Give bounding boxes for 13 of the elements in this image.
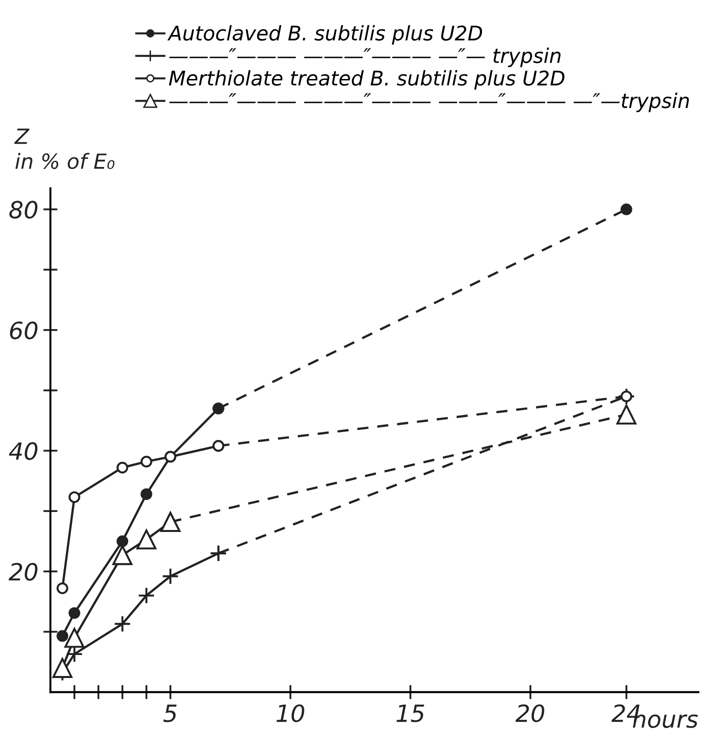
x-tick-label: 10 bbox=[276, 704, 304, 722]
x-tick-label: 15 bbox=[396, 704, 424, 722]
legend-label: Merthiolate treated B. subtilis plus U2D bbox=[168, 70, 564, 90]
y-tick-label: 20 bbox=[8, 562, 38, 581]
legend-label: Autoclaved B. subtilis plus U2D bbox=[167, 25, 482, 45]
y-axis-title: Z in % of E₀ bbox=[14, 128, 114, 170]
y-tick-label: 40 bbox=[8, 442, 38, 460]
y-tick-label: 80 bbox=[9, 200, 38, 219]
legend-label: ———″——— ———″——— ———″——— —″—trypsin bbox=[169, 92, 689, 112]
x-tick-label: 5 bbox=[163, 704, 177, 722]
legend-label: ———″——— ———″——— —″— trypsin bbox=[169, 48, 561, 68]
y-tick-label: 60 bbox=[10, 321, 38, 340]
x-tick-label: 20 bbox=[515, 704, 544, 722]
